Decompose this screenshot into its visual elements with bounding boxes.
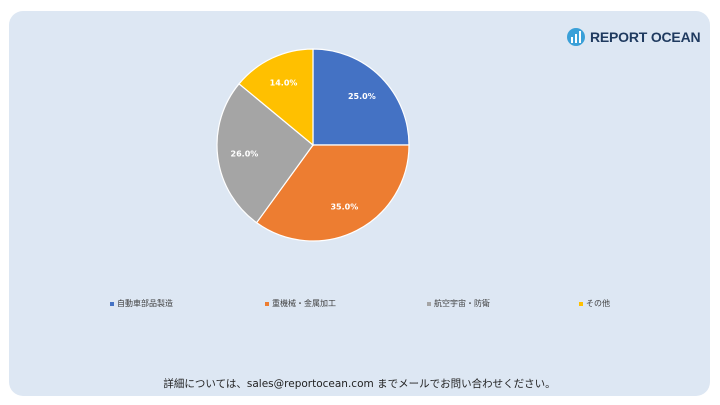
legend-label-2: 航空宇宙・防衛 (434, 299, 490, 308)
slice-label-2: 26.0% (231, 150, 259, 159)
legend-item-1: 重機械・金属加工 (265, 298, 336, 309)
legend-swatch-3 (579, 301, 583, 306)
legend-label-0: 自動車部品製造 (117, 299, 173, 308)
report-ocean-logo: REPORT OCEAN (566, 27, 701, 47)
pie-slice-2 (216, 82, 314, 224)
legend-item-3: その他 (579, 298, 610, 309)
contact-footer: 詳細については、sales@reportocean.com までメールでお問い合… (163, 378, 556, 390)
legend-swatch-0 (110, 301, 114, 306)
bar-chart-logo-icon (567, 28, 585, 46)
legend-label-3: その他 (586, 299, 610, 308)
pie-chart: 25.0% 35.0% 26.0% 14.0% (216, 48, 410, 242)
chart-card: REPORT OCEAN 25.0% 35.0% 26.0% 14.0% 自動車部品製… (9, 11, 710, 396)
legend-label-1: 重機械・金属加工 (272, 299, 336, 308)
slice-label-1: 35.0% (330, 203, 358, 212)
pie-slice-1 (255, 144, 410, 242)
slice-label-3: 14.0% (270, 78, 298, 87)
legend-item-0: 自動車部品製造 (110, 298, 173, 309)
brand-name: REPORT OCEAN (590, 29, 701, 45)
legend-item-2: 航空宇宙・防衛 (427, 298, 490, 309)
slice-label-0: 25.0% (348, 92, 376, 101)
legend-swatch-2 (427, 301, 431, 306)
pie-slice-3 (238, 48, 314, 147)
chart-legend: 自動車部品製造 重機械・金属加工 航空宇宙・防衛 その他 (9, 298, 710, 312)
legend-swatch-1 (265, 301, 269, 306)
pie-slice-0 (312, 48, 410, 146)
